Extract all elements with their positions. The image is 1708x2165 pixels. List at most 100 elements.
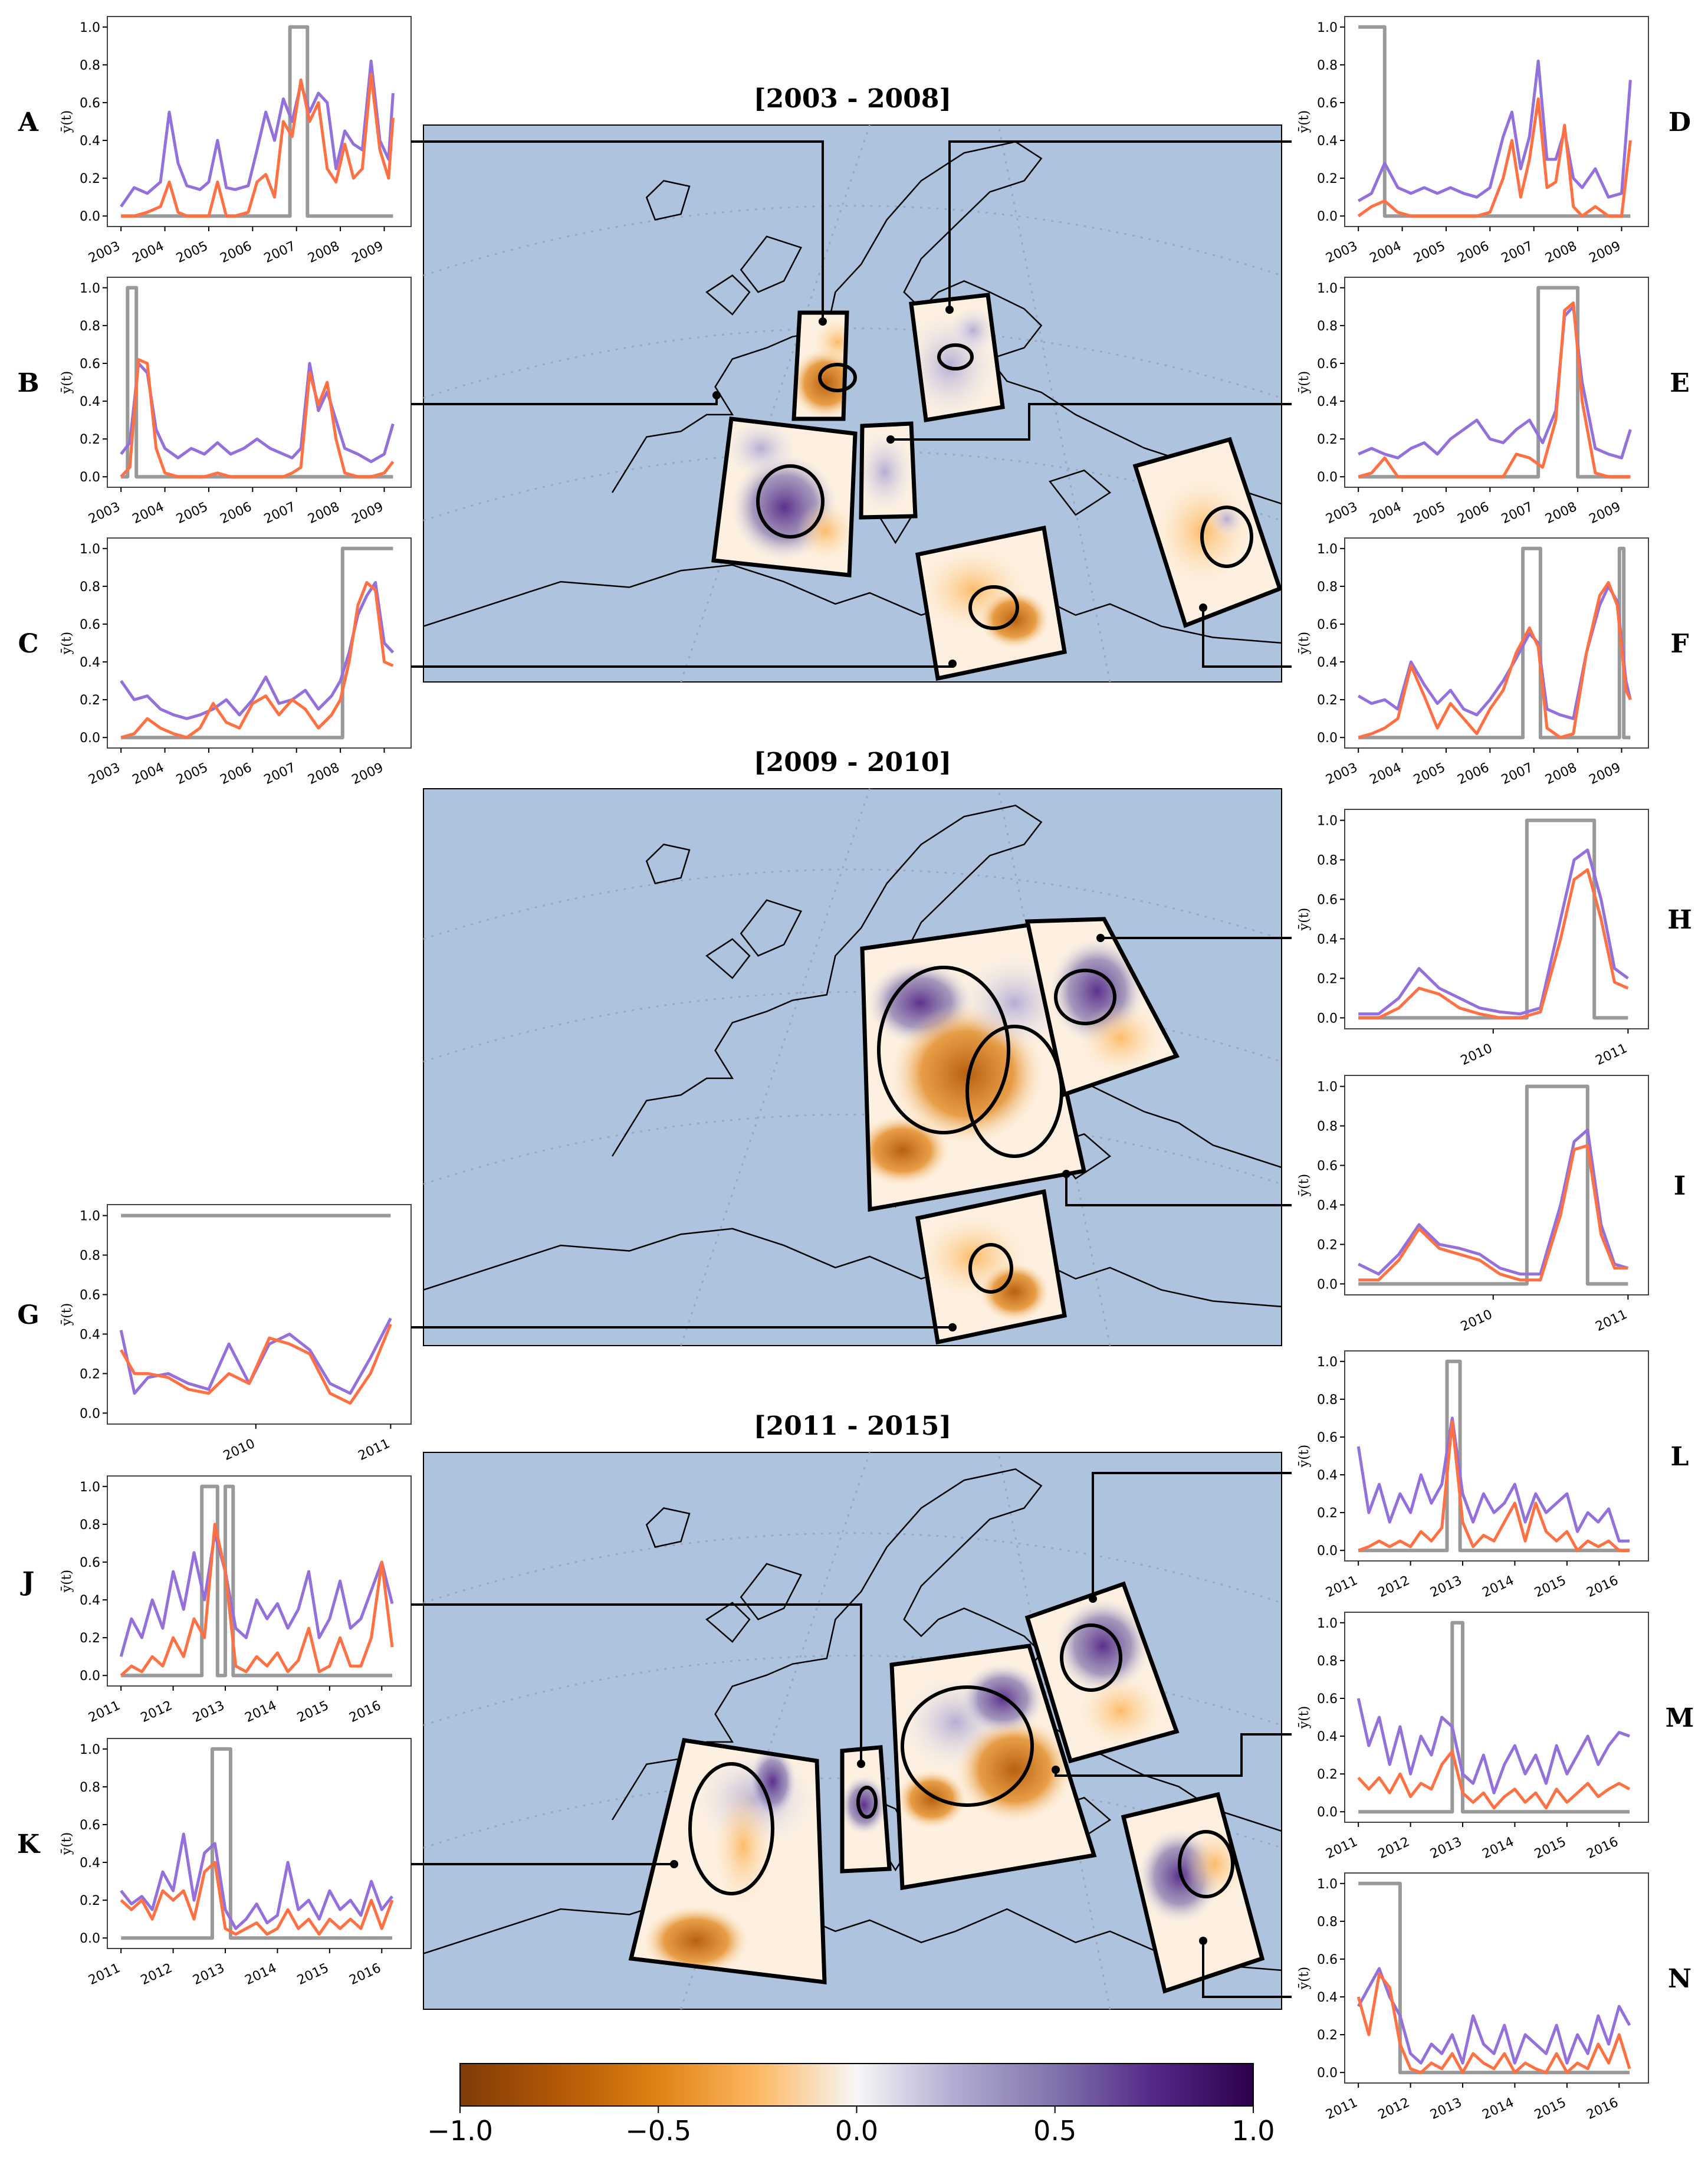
connector-line <box>411 664 954 668</box>
y-tick-label: 0.4 <box>1317 1468 1338 1483</box>
series-line-gray <box>1358 1359 1630 1553</box>
chart-E: 0.0 0.2 0.4 0.6 0.8 1.0 2003 2004 2005 2006 2007 20… <box>1297 277 1690 527</box>
y-tick-label: 0.6 <box>1317 357 1338 372</box>
series-line-purple <box>1356 1416 1630 1543</box>
y-tick-label: 0.2 <box>80 1367 100 1382</box>
x-tick-label: 2011 <box>1323 2095 1359 2123</box>
event-contour <box>968 1243 1013 1294</box>
x-tick-label: 2015 <box>1532 1573 1568 1600</box>
y-tick-label: 1.0 <box>80 542 100 557</box>
x-tick-label: 2004 <box>1368 760 1404 788</box>
anomaly-blob <box>861 431 914 513</box>
y-tick-label: 0.6 <box>1317 1159 1338 1174</box>
event-contour <box>1178 1830 1234 1898</box>
x-tick-label: 2016 <box>1585 2095 1621 2123</box>
region-anomaly <box>725 419 855 560</box>
y-tick-label: 1.0 <box>1317 1080 1338 1095</box>
x-tick-label: 2004 <box>130 500 166 527</box>
y-tick-label: 1.0 <box>80 1743 100 1757</box>
x-tick-label: 2012 <box>1376 2095 1412 2123</box>
x-tick-label: 2013 <box>190 1698 226 1726</box>
y-tick-label: 0.0 <box>1317 2066 1338 2081</box>
region-anomaly <box>1056 1599 1162 1746</box>
series-line-gray <box>121 25 393 218</box>
x-tick-label: 2008 <box>1543 239 1579 266</box>
y-tick-label: 0.8 <box>1317 1393 1338 1408</box>
colorbar-tick-label: −1.0 <box>427 2115 493 2147</box>
connector-line <box>1065 1174 1292 1206</box>
y-tick-label: 0.0 <box>80 209 100 224</box>
x-tick-label: 2005 <box>174 760 210 788</box>
connector-line <box>1202 608 1292 668</box>
x-tick-label: 2004 <box>130 760 166 788</box>
event-contour <box>688 1762 774 1895</box>
panel-letter: H <box>1667 905 1692 935</box>
panel-letter: D <box>1668 107 1691 137</box>
series-line-orange <box>1358 301 1631 478</box>
y-axis-label: ȳ(t) <box>60 1303 74 1326</box>
x-tick-label: 2014 <box>1480 2095 1516 2123</box>
y-tick-label: 0.8 <box>1317 58 1338 73</box>
coastline <box>705 274 751 316</box>
x-tick-label: 2003 <box>86 500 122 527</box>
region-border <box>915 525 1068 681</box>
y-axis-label: ȳ(t) <box>60 110 74 133</box>
coastline <box>740 1563 802 1621</box>
colorbar: −1.0 −0.5 0.0 0.5 1.0 <box>427 2063 1275 2147</box>
y-tick-label: 0.0 <box>80 1931 100 1946</box>
event-contour <box>1200 506 1253 568</box>
anomaly-blob <box>1056 1599 1150 1693</box>
connectors-layer <box>411 140 1292 1998</box>
y-tick-label: 0.0 <box>1317 1011 1338 1026</box>
x-tick-label: 2008 <box>1543 760 1579 788</box>
series-line-gray <box>1358 1084 1628 1286</box>
coastline <box>423 1228 1282 1308</box>
chart-frame <box>1344 809 1649 1029</box>
series-line-purple <box>120 60 395 208</box>
y-tick-label: 0.0 <box>1317 1805 1338 1820</box>
anomaly-blob <box>961 1664 1044 1734</box>
x-tick-label: 2003 <box>1323 239 1359 266</box>
x-tick-label: 2004 <box>130 239 166 266</box>
y-tick-label: 1.0 <box>1317 542 1338 557</box>
y-tick-label: 0.2 <box>1317 693 1338 708</box>
event-contour <box>1054 969 1116 1025</box>
x-tick-label: 2006 <box>1456 239 1492 266</box>
series-line-orange <box>120 1861 394 1936</box>
anomaly-blob <box>979 1262 1050 1321</box>
connector-line <box>891 403 1292 441</box>
region-anomaly <box>842 1776 888 1835</box>
y-axis-label: ȳ(t) <box>1297 1445 1312 1468</box>
anomaly-blob <box>1079 1003 1162 1074</box>
chart-K: 0.0 0.2 0.4 0.6 0.8 1.0 2011 2012 2013 2014 2015 20… <box>17 1738 412 1988</box>
series-line-orange <box>1358 581 1632 739</box>
map-title: [2011 - 2015] <box>754 1411 951 1441</box>
chart-B: 0.0 0.2 0.4 0.6 0.8 1.0 2003 2004 2005 2006 2007 20… <box>17 277 412 527</box>
map-title: [2003 - 2008] <box>754 84 951 114</box>
y-tick-label: 0.2 <box>1317 972 1338 986</box>
y-axis-label: ȳ(t) <box>1297 110 1312 133</box>
chart-A: 0.0 0.2 0.4 0.6 0.8 1.0 2003 2004 2005 2006 2007 20… <box>18 16 412 266</box>
y-tick-label: 0.6 <box>1317 893 1338 908</box>
y-tick-label: 0.6 <box>1317 96 1338 111</box>
map-panel-3: [2011 - 2015] <box>423 1411 1282 2010</box>
coastline <box>1049 469 1112 516</box>
x-tick-label: 2009 <box>350 500 386 527</box>
series-line-orange <box>120 581 394 739</box>
anomaly-blob <box>725 419 796 478</box>
y-tick-label: 0.0 <box>80 731 100 746</box>
y-tick-label: 0.2 <box>1317 1767 1338 1782</box>
x-tick-label: 2006 <box>1456 760 1492 788</box>
graticule-line <box>423 868 1282 940</box>
region-border <box>1024 917 1180 1097</box>
connector-line <box>1055 1733 1292 1777</box>
chart-frame <box>107 537 412 749</box>
anomaly-blob <box>643 1905 749 1976</box>
y-tick-label: 0.0 <box>1317 209 1338 224</box>
y-tick-label: 0.8 <box>1317 1915 1338 1930</box>
x-tick-label: 2005 <box>1411 239 1447 266</box>
x-tick-label: 2009 <box>1587 239 1623 266</box>
x-tick-label: 2012 <box>139 1698 175 1726</box>
x-tick-label: 2014 <box>243 1698 279 1726</box>
x-tick-label: 2005 <box>1411 500 1447 527</box>
